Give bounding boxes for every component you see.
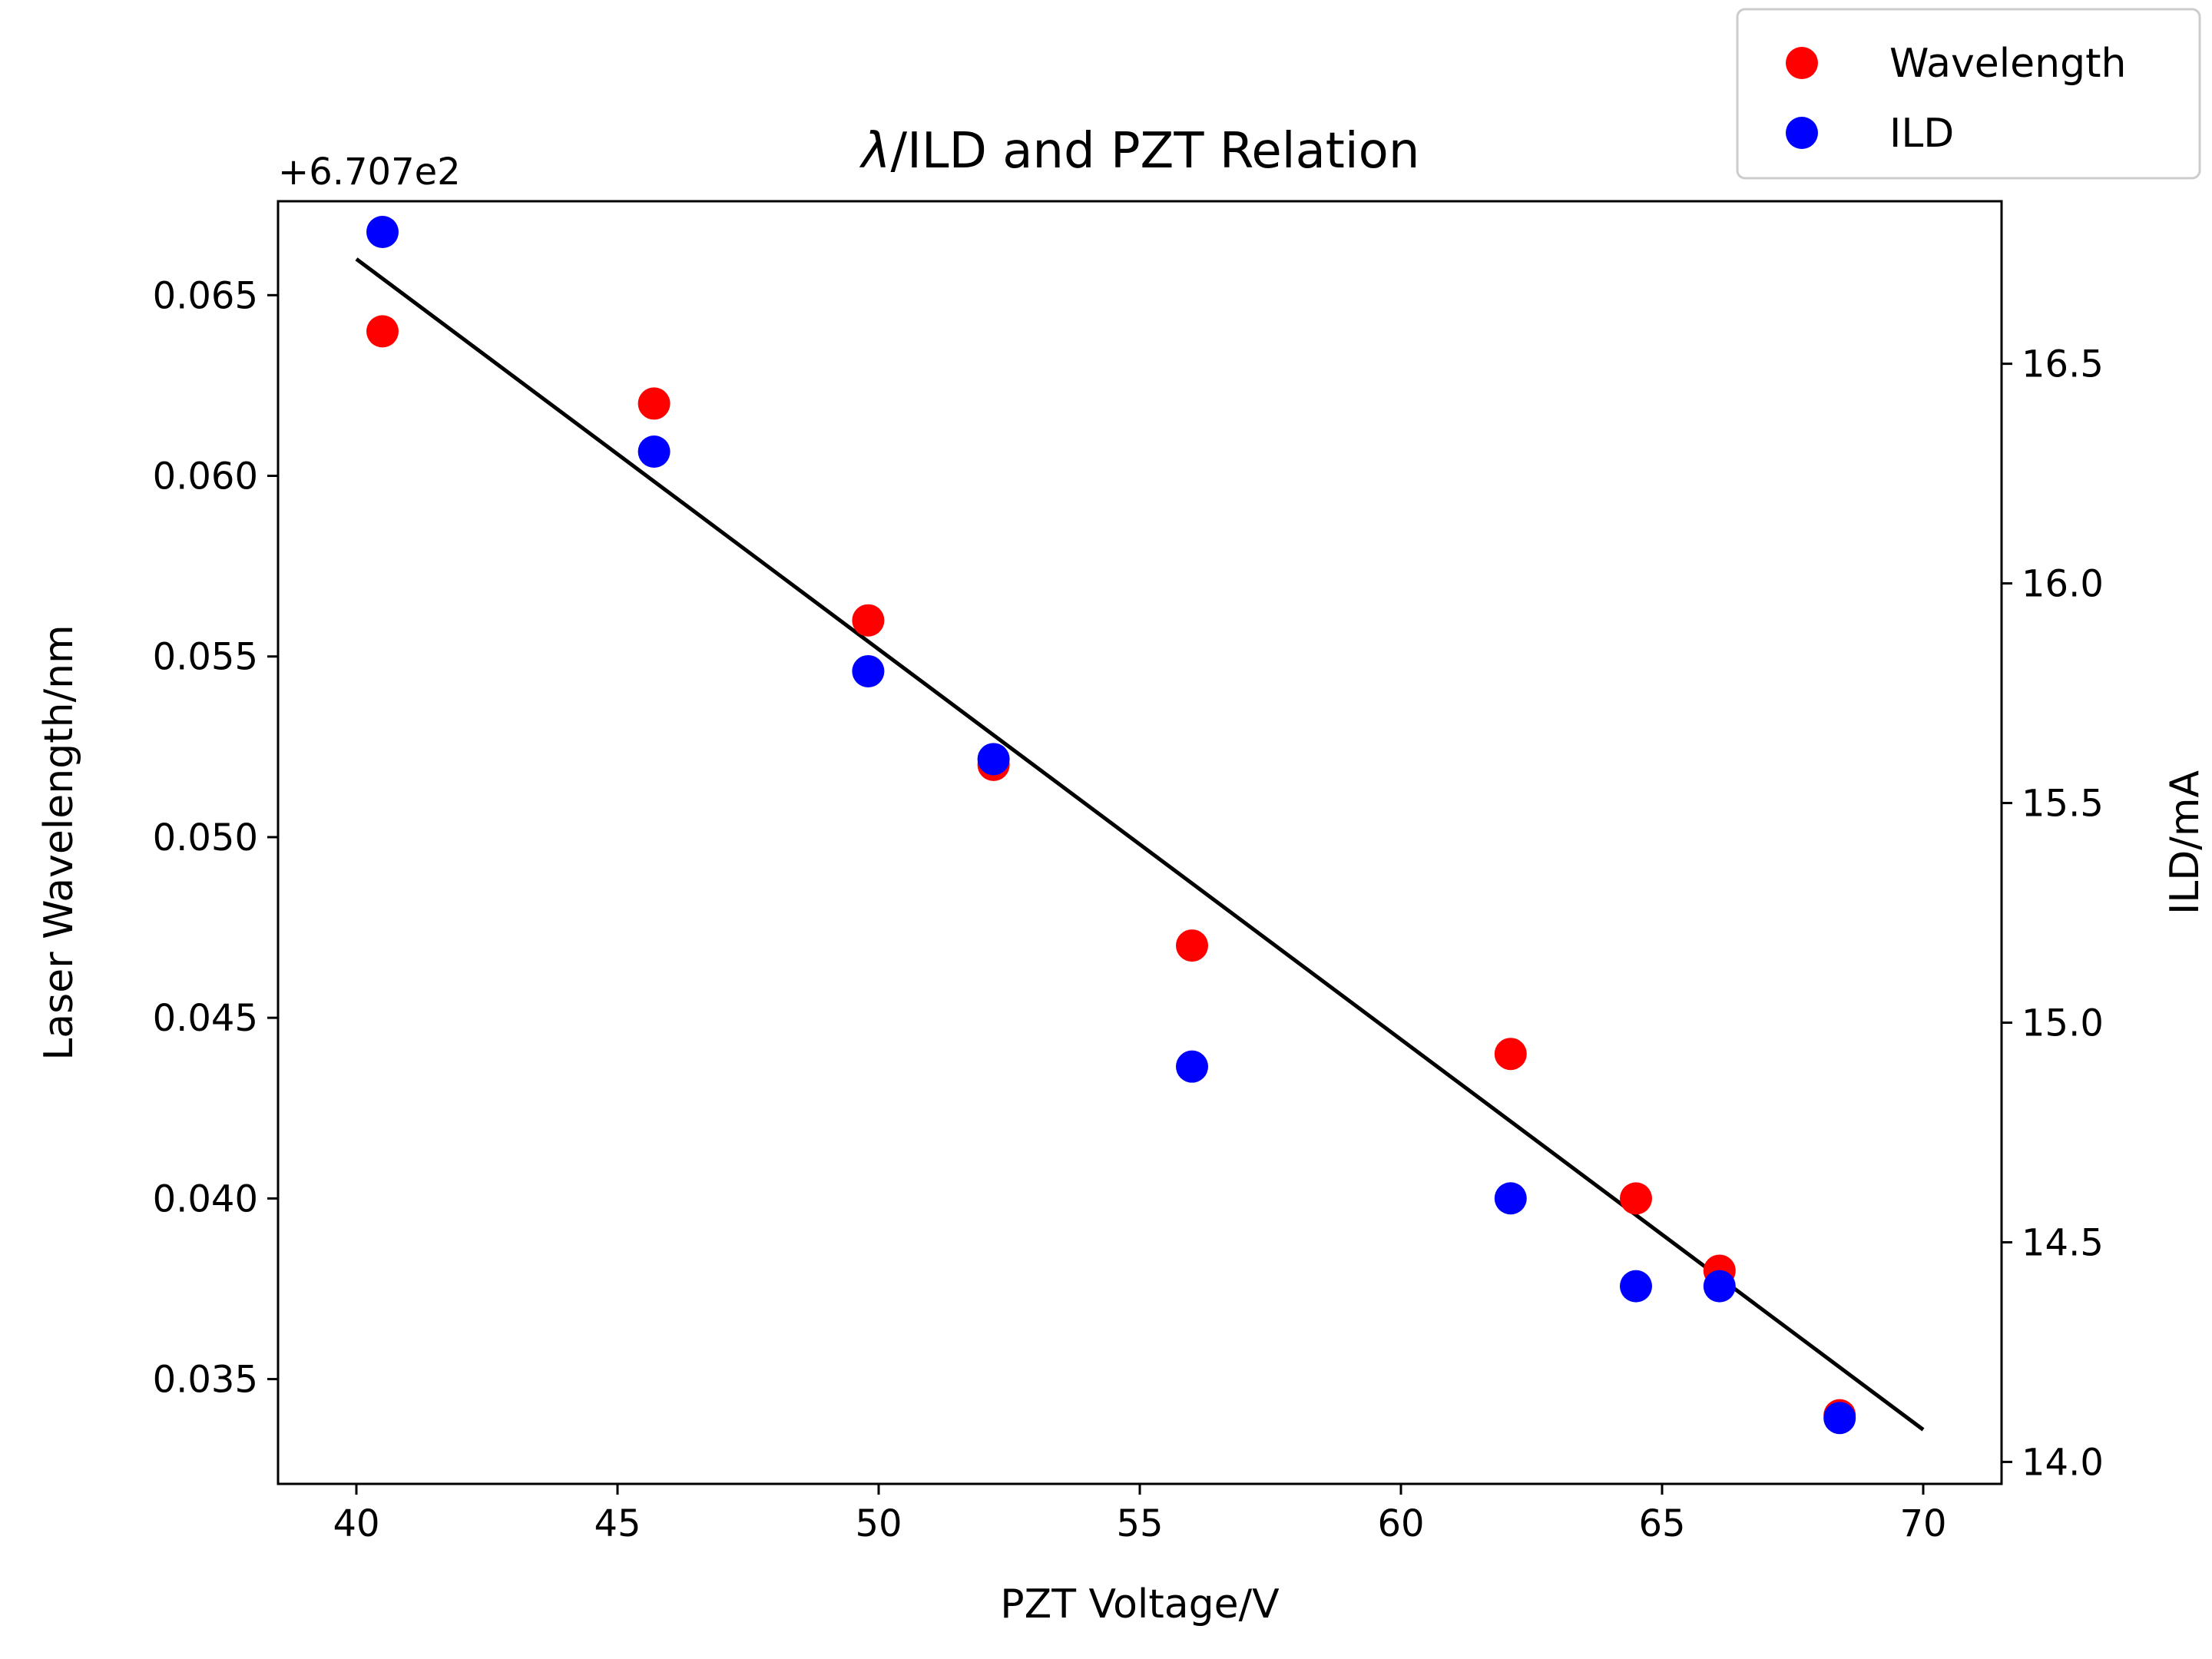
point-ild xyxy=(1823,1402,1856,1435)
point-wavelength xyxy=(637,387,671,420)
y-left-tick-label: 0.065 xyxy=(153,274,258,317)
x-tick-label: 65 xyxy=(1638,1502,1685,1545)
point-ild xyxy=(1176,1050,1208,1083)
point-wavelength xyxy=(1494,1038,1527,1071)
plot-frame xyxy=(276,200,2003,1485)
y-left-tick-label: 0.060 xyxy=(153,455,258,498)
y-left-tick-label: 0.035 xyxy=(153,1359,258,1402)
point-ild xyxy=(1494,1182,1527,1215)
x-tick-label: 55 xyxy=(1116,1502,1163,1545)
point-ild xyxy=(637,435,671,468)
y-left-tick-label: 0.055 xyxy=(153,636,258,679)
y-offset-text: +6.707e2 xyxy=(278,151,461,194)
data-points xyxy=(366,216,1856,1435)
x-tick-label: 45 xyxy=(594,1502,641,1545)
legend-marker-ild xyxy=(1786,117,1818,149)
y-right-tick-label: 15.0 xyxy=(2022,1002,2104,1045)
y-left-tick-label: 0.050 xyxy=(153,816,258,859)
x-tick-label: 40 xyxy=(333,1502,379,1545)
point-ild xyxy=(1703,1270,1736,1303)
legend-label-ild: ILD xyxy=(1889,111,1954,157)
legend-label-wavelength: Wavelength xyxy=(1889,41,2126,87)
legend: Wavelength ILD xyxy=(1736,8,2201,180)
y-right-tick-label: 16.0 xyxy=(2022,563,2104,606)
point-wavelength xyxy=(1176,929,1208,962)
x-tick-label: 70 xyxy=(1899,1502,1946,1545)
y-axis-right-label: ILD/mA xyxy=(2162,770,2208,916)
y-right-tick-label: 16.5 xyxy=(2022,343,2104,386)
tick-group: 40 45 50 55 60 65 70 0.035 0.040 0.045 0.050 0.055 0… xyxy=(153,274,2104,1545)
point-wavelength xyxy=(852,604,885,637)
x-tick-label: 50 xyxy=(855,1502,902,1545)
chart-title-symbol: λ xyxy=(859,123,891,180)
point-ild xyxy=(1620,1270,1652,1303)
legend-box xyxy=(1736,8,2201,180)
legend-marker-wavelength xyxy=(1786,47,1818,79)
y-right-tick-label: 15.5 xyxy=(2022,783,2104,826)
x-tick-label: 60 xyxy=(1377,1502,1424,1545)
x-axis-label: PZT Voltage/V xyxy=(1000,1581,1280,1628)
y-right-tick-label: 14.0 xyxy=(2022,1441,2104,1484)
point-ild xyxy=(366,216,399,249)
chart-title-rest: /ILD and PZT Relation xyxy=(890,123,1419,180)
point-wavelength xyxy=(366,315,399,348)
point-ild xyxy=(852,654,885,687)
y-axis-left-label: Laser Wavelength/nm xyxy=(36,624,82,1060)
fit-line-group xyxy=(355,257,1925,1432)
fit-line xyxy=(355,257,1925,1432)
y-left-tick-label: 0.040 xyxy=(153,1177,258,1220)
point-ild xyxy=(977,743,1010,776)
y-left-tick-label: 0.045 xyxy=(153,997,258,1040)
y-right-tick-label: 14.5 xyxy=(2022,1221,2104,1264)
chart-title: λ/ILD and PZT Relation xyxy=(859,123,1420,180)
point-wavelength xyxy=(1620,1182,1652,1215)
